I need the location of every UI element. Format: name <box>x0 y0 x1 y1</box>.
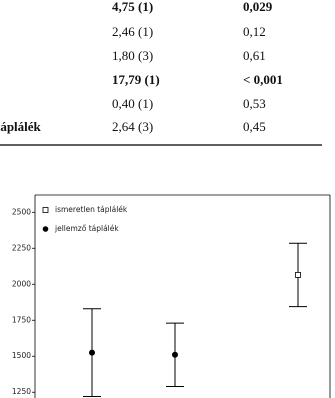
table-cell: 2,46 (1) <box>112 24 153 39</box>
point <box>295 272 301 278</box>
legend-marker <box>42 207 49 213</box>
table-cell: 0,53 <box>243 96 266 111</box>
y-tick-label: 2250 <box>12 243 31 252</box>
table-cell: < 0,001 <box>243 72 283 87</box>
y-tick-label: 2500 <box>12 207 31 216</box>
table-cell: 1,80 (3) <box>112 48 153 63</box>
y-tick-label: 1250 <box>12 387 31 396</box>
legend-marker <box>42 226 49 232</box>
legend-label: ismeretlen táplálék <box>55 205 128 214</box>
table-cell: 17,79 (1) <box>112 72 160 87</box>
table-cell: 0,61 <box>243 48 266 63</box>
table-cell: 4,75 (1) <box>112 0 153 14</box>
y-tick-label: 1500 <box>12 351 31 360</box>
y-tick-label: 1750 <box>12 315 31 324</box>
point <box>172 351 178 358</box>
legend-label: jellemző táplálék <box>54 224 119 233</box>
table-cell: 0,12 <box>243 24 266 39</box>
y-tick-label: 2000 <box>12 279 31 288</box>
row-label: táplálék <box>0 119 42 134</box>
table-cell: 0,45 <box>243 119 266 134</box>
table-cell: 0,40 (1) <box>112 96 153 111</box>
point <box>89 349 95 356</box>
table-cell: 0,029 <box>243 0 273 14</box>
table-cell: 2,64 (3) <box>112 119 153 134</box>
